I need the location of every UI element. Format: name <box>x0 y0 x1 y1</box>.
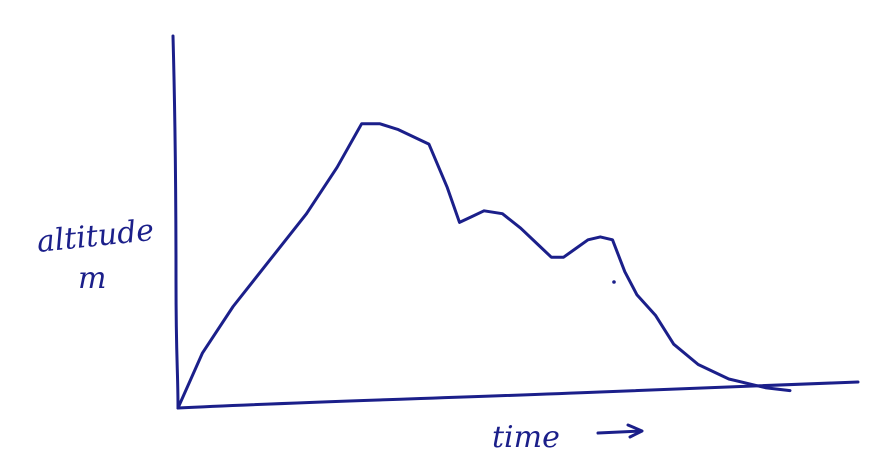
x-axis-arrow-text: → <box>641 430 642 432</box>
y-axis-label-line2: m <box>78 261 106 296</box>
x-axis <box>176 380 860 410</box>
arrow-icon <box>596 423 644 439</box>
y-axis-label-line1: altitude <box>35 213 155 260</box>
y-axis <box>171 34 180 410</box>
x-axis-label: time <box>492 420 560 455</box>
altitude-series-line <box>176 122 792 410</box>
pen-dot <box>612 280 616 284</box>
